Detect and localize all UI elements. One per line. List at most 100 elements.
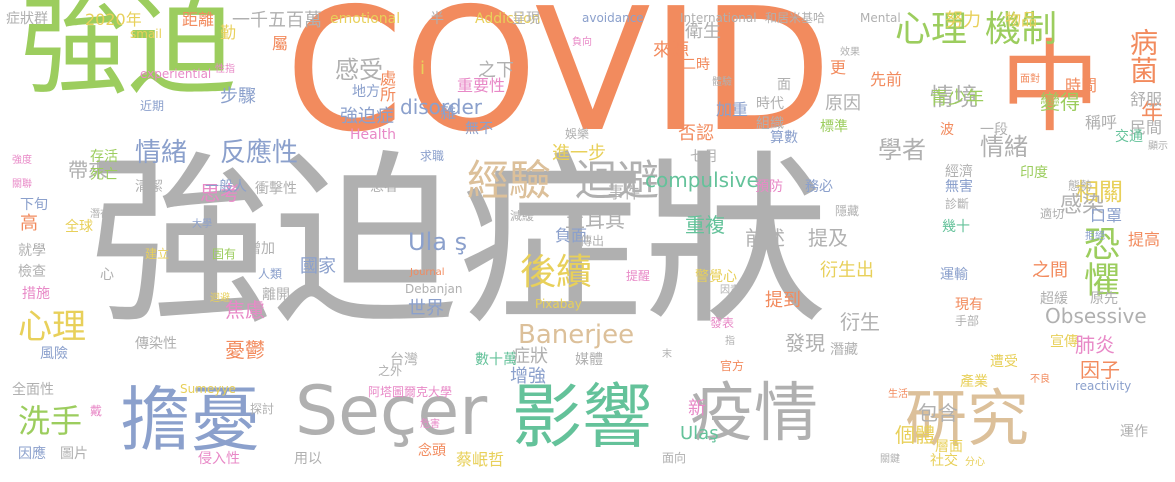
cloud-word: 二時 — [682, 57, 710, 73]
cloud-word: 危害 — [420, 419, 440, 430]
cloud-word: 數十萬 — [475, 352, 517, 368]
cloud-word: 肺炎 — [1075, 333, 1115, 357]
cloud-word: 七月 — [690, 149, 718, 165]
cloud-word: 衍生出 — [820, 260, 874, 281]
cloud-word: emotional — [330, 11, 401, 27]
cloud-word: 之間 — [1032, 260, 1068, 281]
cloud-word: 和居米基哈 — [765, 11, 826, 25]
cloud-word: 宣傳 — [1050, 334, 1078, 350]
cloud-word: 情境 — [930, 83, 978, 111]
cloud-word: 中 — [1000, 29, 1100, 146]
cloud-word: 疫情 — [690, 377, 818, 451]
cloud-word: 國家 — [300, 256, 336, 277]
cloud-word: 警覺心 — [695, 269, 737, 285]
cloud-word: 發表 — [710, 316, 735, 330]
cloud-word: Seçer — [295, 372, 488, 451]
cloud-word: 求職 — [420, 149, 445, 163]
cloud-word: 憂鬱 — [225, 338, 265, 362]
cloud-word: 2020年 — [85, 10, 142, 29]
cloud-word: 進一步 — [552, 143, 606, 164]
cloud-word: 年 — [1137, 100, 1162, 122]
cloud-word: 風險 — [40, 346, 68, 362]
cloud-word: 顯示 — [1148, 141, 1168, 152]
cloud-word: 強迫症 — [340, 106, 394, 127]
cloud-word: Addiction — [475, 11, 541, 27]
cloud-word: 情緒 — [980, 133, 1028, 161]
cloud-word: 官方 — [720, 359, 745, 373]
cloud-word: 來源 — [653, 40, 689, 61]
cloud-word: 擔憂 — [120, 379, 260, 461]
cloud-word: smail — [130, 27, 162, 41]
cloud-word: 之外 — [378, 364, 403, 378]
cloud-word: 清潔 — [135, 179, 163, 195]
cloud-word: 包含 — [918, 401, 958, 425]
cloud-word: 負面 — [555, 226, 588, 245]
cloud-word: 層面 — [935, 439, 963, 455]
cloud-word: 遭受 — [990, 354, 1018, 370]
cloud-word: 娛樂 — [565, 127, 590, 141]
cloud-word: 患者 — [370, 179, 398, 195]
cloud-word: 變得 — [1040, 90, 1080, 114]
cloud-word: 手部 — [955, 314, 980, 328]
cloud-word: Mental — [860, 11, 901, 25]
cloud-word: 效果 — [840, 47, 860, 58]
cloud-word: 侵入性 — [198, 451, 240, 467]
cloud-word: 務必 — [805, 179, 833, 195]
cloud-word: 交通 — [1115, 129, 1143, 145]
cloud-word: 衛生 — [685, 21, 721, 42]
cloud-word: 波 — [940, 122, 954, 138]
cloud-word: 標準 — [820, 119, 848, 135]
cloud-word: 新 — [688, 398, 706, 419]
cloud-word: 隱藏 — [835, 204, 860, 218]
cloud-word: 組織 — [756, 116, 784, 132]
cloud-word: 心 — [100, 267, 114, 283]
cloud-word: 用以 — [294, 451, 322, 467]
cloud-word: Pixabay — [535, 297, 582, 311]
cloud-word: 心理 — [18, 307, 86, 347]
cloud-word: 努力 — [945, 10, 981, 31]
cloud-word: 性指 — [215, 64, 235, 75]
cloud-word: experiential — [140, 67, 212, 81]
cloud-word: 強迫 — [20, 0, 237, 110]
cloud-word: 離開 — [262, 287, 290, 303]
cloud-word: Obsessive — [1045, 304, 1147, 328]
cloud-word: 感染 — [1060, 193, 1105, 218]
cloud-word: 就學 — [18, 243, 46, 259]
cloud-word: 重複 — [685, 213, 725, 237]
cloud-word: 現有 — [955, 297, 983, 313]
cloud-word: avoidance — [582, 11, 644, 25]
cloud-word: 焦慮 — [225, 298, 265, 322]
cloud-word: 算數 — [770, 130, 798, 146]
cloud-word: 經濟 — [945, 164, 973, 180]
cloud-word: 稱呼 — [1085, 113, 1118, 132]
cloud-word: 一般人 — [205, 179, 247, 195]
cloud-word: 提高 — [1128, 230, 1161, 249]
cloud-word: 症狀 — [512, 346, 548, 367]
cloud-word: 事件 — [608, 183, 641, 202]
cloud-word: 舒服 — [1130, 90, 1163, 109]
cloud-word: 負向 — [572, 37, 592, 48]
cloud-word: 青少年 — [930, 88, 984, 109]
cloud-word: 運輸 — [940, 267, 968, 283]
cloud-word: 衝擊性 — [255, 181, 297, 197]
cloud-word: 適切 — [1040, 207, 1065, 221]
cloud-word: 研究 — [905, 382, 1030, 455]
cloud-word: 物品 — [1005, 10, 1038, 29]
cloud-word: 時間 — [1065, 76, 1098, 95]
cloud-word: 機制 — [985, 9, 1058, 50]
cloud-word: compulsive — [645, 168, 759, 192]
cloud-word: 影響 — [512, 376, 652, 458]
cloud-word: 提到 — [765, 290, 801, 311]
cloud-word: 死亡 — [90, 167, 118, 183]
cloud-word: 提及 — [808, 226, 848, 250]
cloud-word: 洗手 — [18, 402, 83, 440]
cloud-word: 指 — [725, 336, 735, 347]
cloud-word: 呈現 — [512, 11, 540, 27]
cloud-word: 迴避 — [210, 293, 230, 304]
cloud-word: 勤 — [220, 23, 237, 42]
cloud-word: 印度 — [1020, 165, 1048, 181]
cloud-word: 原因 — [825, 93, 861, 114]
cloud-word: 阿塔圖爾克大學 — [368, 385, 453, 399]
cloud-word: 感受 — [335, 56, 383, 84]
